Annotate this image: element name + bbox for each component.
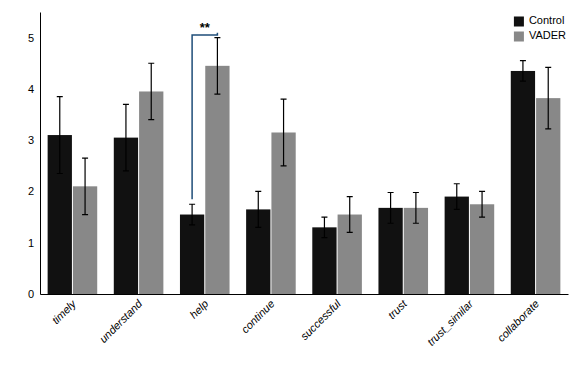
x-tick: understand: [97, 294, 145, 345]
legend-label: Control: [529, 14, 564, 26]
y-tick-label: 5: [28, 32, 34, 44]
x-tick-label: successful: [298, 297, 343, 342]
x-tick-label: continue: [239, 297, 277, 335]
legend-item: Control: [514, 14, 564, 26]
series: [73, 38, 560, 294]
y-axis: 0 1 2 3 4 5: [28, 13, 41, 301]
error-bar: [82, 158, 88, 214]
x-tick-label: collaborate: [495, 297, 542, 344]
x-tick-label: trust: [385, 297, 409, 321]
x-tick-label: trust_similar: [425, 297, 476, 348]
y-tick: 4: [28, 83, 40, 95]
significance-bracket: [192, 33, 217, 200]
x-tick: trust_similar: [425, 294, 476, 348]
series: [48, 61, 535, 294]
error-bar: [413, 192, 419, 223]
legend-swatch: [514, 32, 524, 42]
bar: [180, 215, 204, 294]
bar: [205, 66, 229, 294]
error-bar: [281, 99, 287, 166]
error-bar: [321, 217, 327, 238]
bar: [139, 91, 163, 294]
legend-label: VADER: [529, 29, 566, 41]
legend-item: VADER: [514, 29, 566, 41]
x-tick: help: [187, 294, 210, 321]
annotation: **: [200, 20, 211, 35]
x-tick: successful: [298, 294, 343, 342]
bar: [445, 197, 469, 294]
x-tick: trust: [385, 294, 409, 321]
y-tick: 1: [28, 237, 40, 249]
texts: **: [200, 20, 211, 35]
x-tick-label: understand: [97, 297, 145, 345]
y-tick-label: 4: [28, 83, 34, 95]
y-tick: 3: [28, 134, 40, 146]
y-tick: 0: [28, 288, 40, 300]
chart: 0 1 2 3 4 5 timely understand help continue succes…: [0, 0, 582, 378]
y-tick: 5: [28, 32, 40, 44]
y-tick-label: 2: [28, 185, 34, 197]
legend: Control VADER: [514, 14, 566, 41]
x-axis: timely understand help continue successful tr…: [41, 294, 569, 348]
bar: [511, 71, 535, 294]
x-tick: timely: [49, 294, 79, 326]
error-bar: [214, 38, 220, 94]
error-bar: [479, 191, 485, 217]
y-tick-label: 1: [28, 237, 34, 249]
error-bar: [388, 192, 394, 223]
legend-swatch: [514, 17, 524, 27]
error-bar: [148, 63, 154, 119]
x-tick-label: timely: [49, 296, 79, 326]
error-bar: [545, 67, 551, 129]
y-tick-label: 3: [28, 134, 34, 146]
error-bar: [347, 197, 353, 233]
error-bar: [123, 104, 129, 171]
y-tick-label: 0: [28, 288, 34, 300]
error-bar: [57, 97, 63, 174]
x-axis-line: [41, 294, 569, 295]
x-tick-label: help: [187, 297, 210, 320]
marks: [48, 33, 561, 294]
bar: [470, 204, 494, 294]
x-tick: collaborate: [495, 294, 542, 344]
error-bar: [520, 61, 526, 82]
error-bar: [454, 184, 460, 210]
error-bar: [255, 191, 261, 227]
y-tick: 2: [28, 185, 40, 197]
y-axis-line: [40, 13, 41, 295]
error-bar: [189, 204, 195, 225]
x-tick: continue: [239, 294, 277, 335]
plot: 0 1 2 3 4 5 timely understand help continue succes…: [28, 13, 569, 348]
